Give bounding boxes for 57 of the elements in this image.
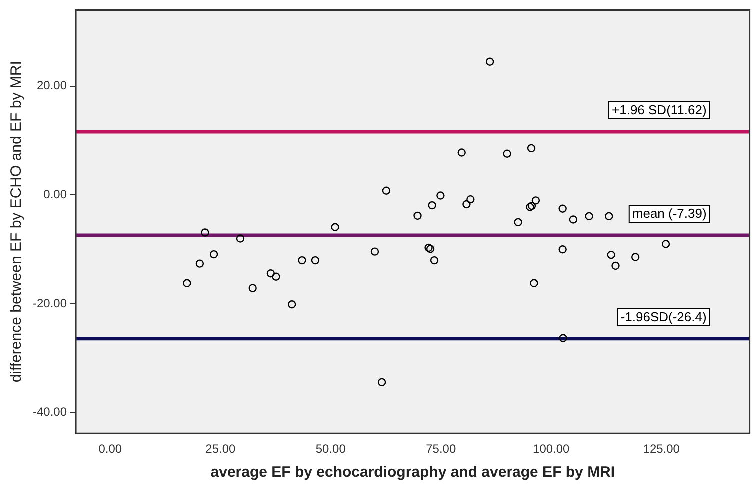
point [436, 192, 445, 200]
point [210, 250, 218, 259]
ref-line-label: mean (-7.39) [632, 206, 707, 222]
y-tick-label: -20.00 [32, 296, 68, 310]
point [530, 279, 538, 288]
point [503, 150, 512, 158]
point [612, 262, 620, 270]
ref-line-label: -1.96SD(-26.4) [620, 309, 707, 324]
x-tick-label: 100.00 [533, 442, 570, 456]
point [378, 378, 386, 387]
y-tick-label: 20.00 [36, 78, 68, 93]
point [569, 216, 578, 224]
point [527, 144, 536, 153]
point [585, 212, 594, 221]
point [559, 334, 568, 342]
point [311, 256, 320, 265]
point [528, 202, 536, 210]
point [248, 284, 257, 292]
point [288, 300, 296, 309]
point [462, 200, 471, 209]
point [414, 212, 422, 220]
y-axis-title: difference between EF by ECHO and EF by MRI [8, 61, 26, 383]
point [532, 196, 540, 205]
x-tick-label: 0.00 [98, 442, 122, 456]
point [370, 248, 380, 256]
point [196, 260, 204, 268]
point [183, 279, 192, 288]
point [382, 186, 391, 195]
point [526, 203, 534, 212]
point [558, 246, 567, 254]
point [424, 244, 433, 252]
point [605, 212, 614, 221]
point [558, 204, 567, 213]
point [607, 250, 616, 260]
point [514, 218, 522, 227]
point [486, 58, 494, 66]
x-tick-label: 50.00 [316, 442, 346, 456]
x-tick-label: 75.00 [426, 442, 456, 456]
y-tick-label: 0.00 [44, 188, 68, 202]
x-tick-label: 125.00 [643, 442, 680, 456]
y-tick-label: -40.00 [32, 405, 68, 420]
x-tick-label: 25.00 [206, 442, 236, 456]
point [201, 228, 210, 237]
point [430, 256, 439, 265]
point [662, 240, 670, 248]
x-axis-title: average EF by echocardiography and average EF by MRI [210, 464, 616, 482]
ref-line-label: +1.96 SD(11.62) [612, 102, 707, 118]
point [426, 245, 435, 254]
point [631, 253, 640, 262]
point [428, 201, 436, 210]
point [236, 234, 245, 243]
point [331, 223, 340, 232]
point [466, 195, 475, 204]
point [298, 256, 306, 265]
point [272, 272, 280, 281]
point [458, 148, 466, 157]
point [266, 270, 276, 278]
